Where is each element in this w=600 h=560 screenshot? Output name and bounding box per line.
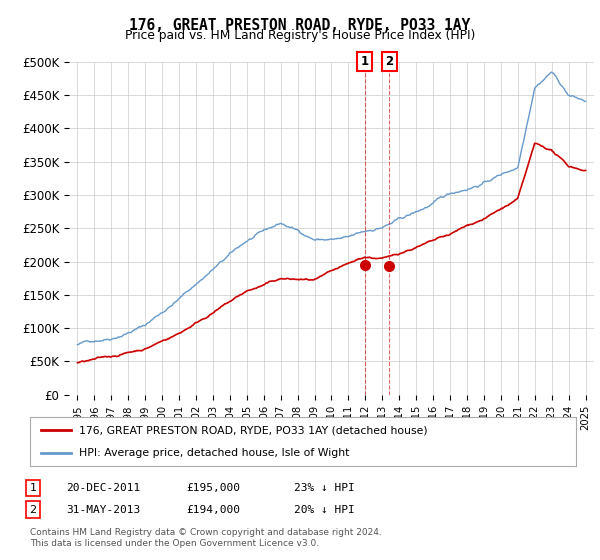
Text: 176, GREAT PRESTON ROAD, RYDE, PO33 1AY (detached house): 176, GREAT PRESTON ROAD, RYDE, PO33 1AY … bbox=[79, 426, 428, 436]
Text: 23% ↓ HPI: 23% ↓ HPI bbox=[294, 483, 355, 493]
Text: 176, GREAT PRESTON ROAD, RYDE, PO33 1AY: 176, GREAT PRESTON ROAD, RYDE, PO33 1AY bbox=[130, 18, 470, 33]
Text: 1: 1 bbox=[29, 483, 37, 493]
Text: 20-DEC-2011: 20-DEC-2011 bbox=[66, 483, 140, 493]
Text: 1: 1 bbox=[361, 55, 369, 68]
Text: £195,000: £195,000 bbox=[186, 483, 240, 493]
Text: 2: 2 bbox=[385, 55, 394, 68]
Text: Price paid vs. HM Land Registry's House Price Index (HPI): Price paid vs. HM Land Registry's House … bbox=[125, 29, 475, 42]
Text: 20% ↓ HPI: 20% ↓ HPI bbox=[294, 505, 355, 515]
Text: £194,000: £194,000 bbox=[186, 505, 240, 515]
Text: Contains HM Land Registry data © Crown copyright and database right 2024.
This d: Contains HM Land Registry data © Crown c… bbox=[30, 528, 382, 548]
Text: 31-MAY-2013: 31-MAY-2013 bbox=[66, 505, 140, 515]
Text: HPI: Average price, detached house, Isle of Wight: HPI: Average price, detached house, Isle… bbox=[79, 448, 350, 458]
Text: 2: 2 bbox=[29, 505, 37, 515]
